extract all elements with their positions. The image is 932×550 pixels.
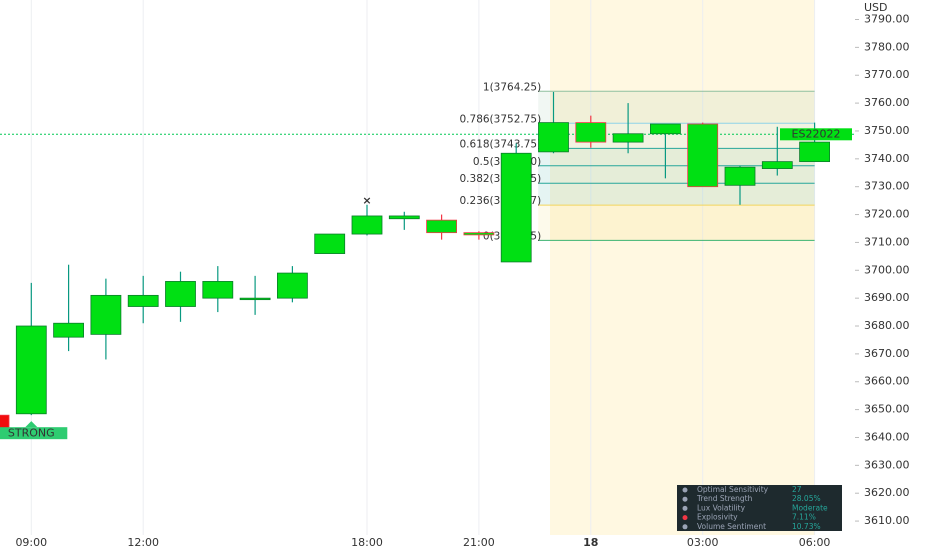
- candle-body: [575, 122, 607, 143]
- signal-label: STRONG: [8, 427, 55, 440]
- candle-body: [426, 219, 458, 234]
- x-tick-label: 21:00: [463, 536, 495, 549]
- y-tick-label: 3710.00: [864, 235, 910, 248]
- x-tick-label: 09:00: [15, 536, 47, 549]
- y-tick-label: 3750.00: [864, 124, 910, 137]
- info-label: Volume Sentiment: [697, 522, 766, 531]
- price-tag: ES22022: [792, 127, 841, 140]
- y-tick-label: 3760.00: [864, 96, 910, 109]
- row-icon: [682, 524, 688, 530]
- candle-body: [276, 272, 308, 299]
- info-label: Lux Volatility: [697, 503, 746, 512]
- y-tick-label: 3790.00: [864, 13, 910, 26]
- y-tick-label: 3720.00: [864, 208, 910, 221]
- y-tick-label: 3640.00: [864, 430, 910, 443]
- candle-body: [463, 232, 495, 236]
- candle-body: [724, 166, 756, 186]
- candle-body: [90, 294, 122, 335]
- candle-body: [0, 414, 10, 438]
- candle-body: [165, 281, 196, 307]
- y-tick-label: 3630.00: [864, 458, 910, 471]
- x-tick-label: 03:00: [687, 536, 719, 549]
- candle-body: [761, 161, 793, 169]
- y-tick-label: 3670.00: [864, 347, 910, 360]
- fib-zone: [538, 183, 815, 206]
- x-tick-label: 18:00: [351, 536, 383, 549]
- y-tick-label: 3620.00: [864, 486, 910, 499]
- candle-body: [127, 294, 159, 307]
- info-table-bg: [677, 485, 842, 531]
- y-tick-label: 3740.00: [864, 152, 910, 165]
- candle-body: [53, 322, 84, 338]
- fib-label: 0.786(3752.75): [460, 113, 542, 125]
- y-tick-label: 3690.00: [864, 291, 910, 304]
- fib-zone: [538, 205, 815, 241]
- info-label: Trend Strength: [696, 494, 753, 503]
- x-tick-label: 06:00: [799, 536, 831, 549]
- y-tick-label: 3650.00: [864, 403, 910, 416]
- info-label: Explosivity: [697, 513, 738, 522]
- row-icon: [682, 496, 688, 502]
- fib-zone: [538, 91, 815, 124]
- candle-body: [500, 152, 532, 263]
- signal-arrow: [25, 421, 38, 428]
- candle-body: [15, 325, 47, 415]
- row-icon: [682, 505, 688, 511]
- candle-body: [612, 133, 644, 143]
- x-tick-label: 12:00: [127, 536, 159, 549]
- x-tick-label: 18: [583, 536, 598, 549]
- candle-body: [351, 215, 383, 235]
- candle-body: [538, 122, 569, 153]
- currency: USD: [864, 1, 888, 14]
- candle-body: [388, 215, 420, 220]
- fib-label: 1(3764.25): [483, 81, 541, 93]
- candle-body: [650, 123, 681, 135]
- y-tick-label: 3660.00: [864, 375, 910, 388]
- fib-zone: [538, 148, 815, 166]
- y-tick-label: 3770.00: [864, 68, 910, 81]
- session-highlight: [550, 0, 815, 535]
- info-value: Moderate: [792, 503, 828, 512]
- y-tick-label: 3680.00: [864, 319, 910, 332]
- y-tick-label: 3610.00: [864, 514, 910, 527]
- row-icon: [682, 487, 688, 493]
- signal-label: ×: [362, 194, 371, 207]
- y-tick-label: 3700.00: [864, 263, 910, 276]
- info-value: 27: [792, 485, 802, 494]
- row-icon: [682, 515, 688, 521]
- info-value: 7.11%: [792, 513, 816, 522]
- fib-label: 0.618(3743.75): [460, 138, 542, 150]
- candle-body: [239, 297, 271, 301]
- candle-body: [687, 123, 719, 188]
- signal-box: [0, 427, 68, 440]
- info-value: 28.05%: [792, 494, 821, 503]
- candle-body: [202, 281, 234, 299]
- candle-body: [799, 141, 830, 163]
- y-tick-label: 3780.00: [864, 40, 910, 53]
- price-tag-bg: [780, 128, 852, 141]
- candle-body: [314, 233, 346, 254]
- info-value: 10.73%: [792, 522, 821, 531]
- y-tick-label: 3730.00: [864, 180, 910, 193]
- info-label: Optimal Sensitivity: [697, 485, 769, 494]
